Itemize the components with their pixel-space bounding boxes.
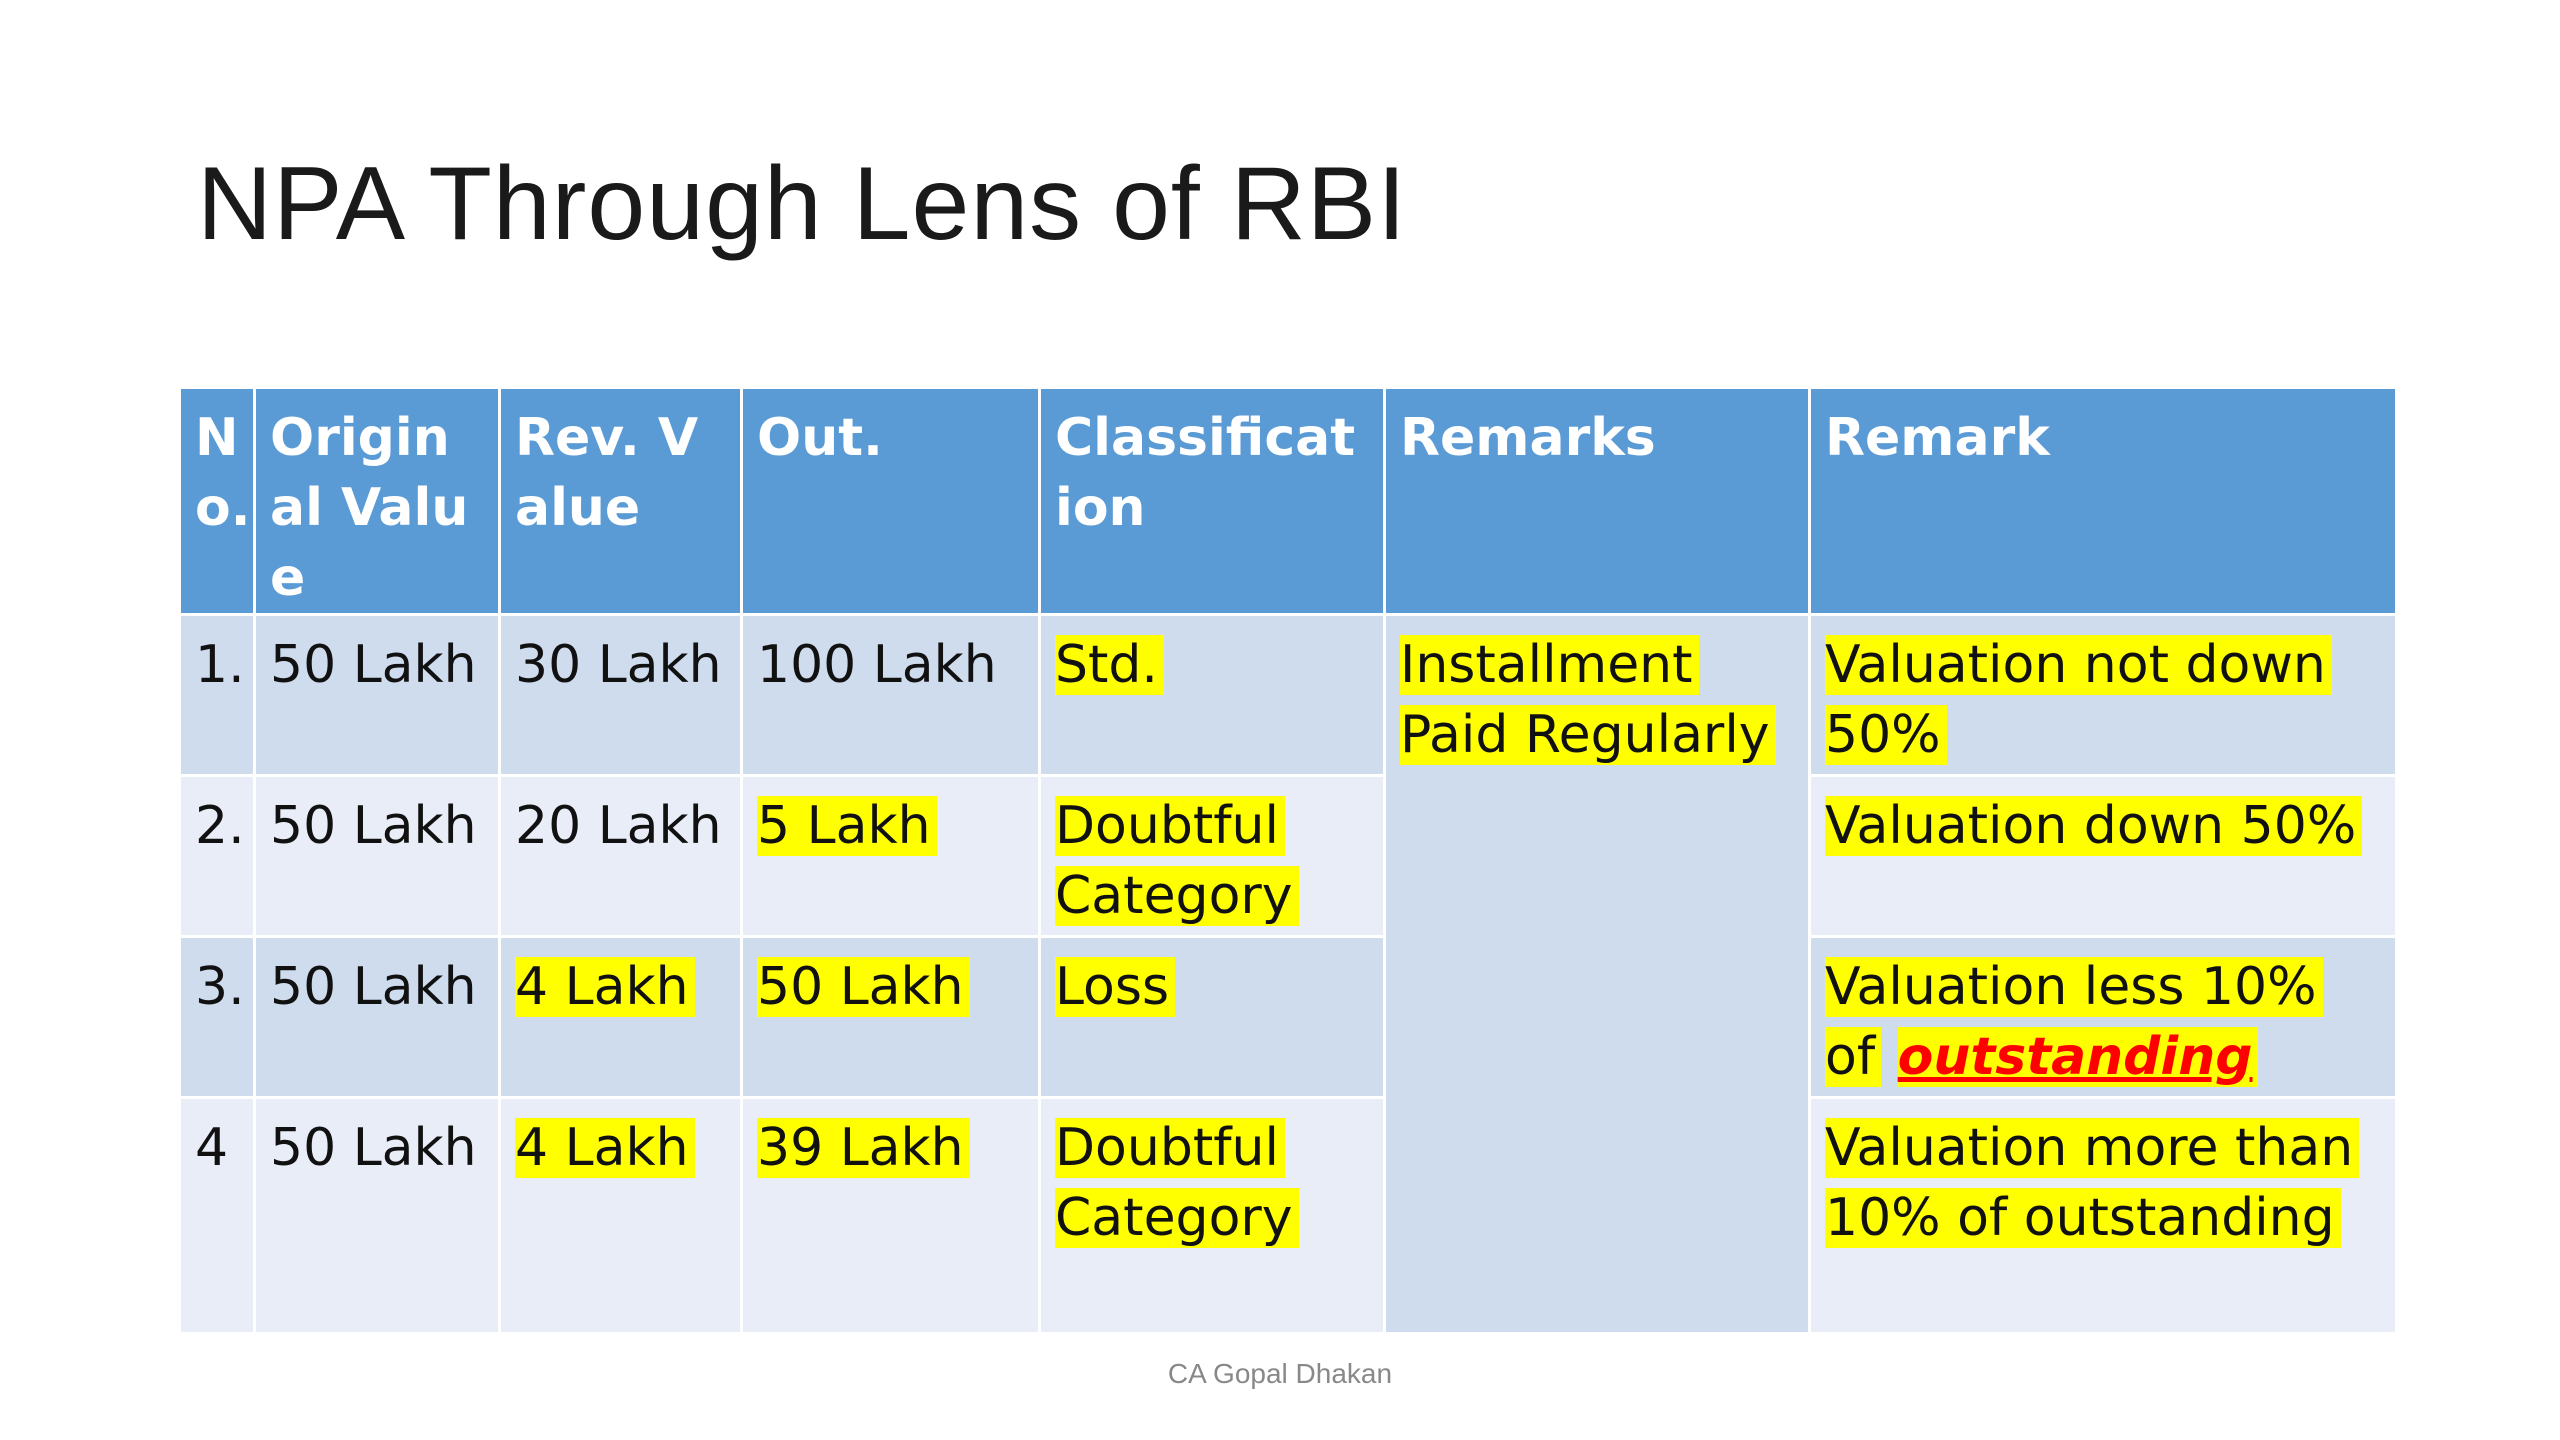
row-number: 3. xyxy=(178,935,256,1099)
outstanding-cell: 100 Lakh xyxy=(740,613,1041,777)
header-row: No. Original Value Rev. Value Out. Class… xyxy=(178,386,2398,616)
remark-cell: Valuation less 10% of outstanding xyxy=(1808,935,2398,1099)
remark-cell: Valuation more than 10% of outstanding xyxy=(1808,1096,2398,1335)
header-no: No. xyxy=(178,386,256,616)
row-number: 2. xyxy=(178,774,256,938)
row-number: 4 xyxy=(178,1096,256,1335)
original-value-cell: 50 Lakh xyxy=(253,1096,501,1335)
original-value-cell: 50 Lakh xyxy=(253,774,501,938)
slide-footer: CA Gopal Dhakan xyxy=(1167,1358,1393,1389)
rev-value-cell: 20 Lakh xyxy=(498,774,743,938)
classification-cell: Doubtful Category xyxy=(1038,774,1386,938)
merged-remarks-cell: Installment Paid Regularly xyxy=(1383,613,1811,1335)
header-out: Out. xyxy=(740,386,1041,616)
classification-text: Doubtful Category xyxy=(1055,1118,1299,1248)
header-remarks: Remarks xyxy=(1383,386,1811,616)
header-rev-value: Rev. Value xyxy=(498,386,743,616)
classification-cell: Doubtful Category xyxy=(1038,1096,1386,1335)
row-number: 1. xyxy=(178,613,256,777)
outstanding-text: 5 Lakh xyxy=(757,796,937,856)
classification-text: Std. xyxy=(1055,635,1164,695)
rev-value-text: 4 Lakh xyxy=(515,957,695,1017)
table-row: 1. 50 Lakh 30 Lakh 100 Lakh Std. Install… xyxy=(178,613,2398,1335)
outstanding-cell: 50 Lakh xyxy=(740,935,1041,1099)
header-classification: Classification xyxy=(1038,386,1386,616)
remark-cell: Valuation not down 50% xyxy=(1808,613,2398,777)
remark-cell: Valuation down 50% xyxy=(1808,774,2398,938)
outstanding-text: 50 Lakh xyxy=(757,957,970,1017)
classification-cell: Loss xyxy=(1038,935,1386,1099)
classification-text: Doubtful Category xyxy=(1055,796,1299,926)
rev-value-cell: 4 Lakh xyxy=(498,1096,743,1335)
outstanding-cell: 39 Lakh xyxy=(740,1096,1041,1335)
merged-remarks-text: Installment Paid Regularly xyxy=(1400,635,1776,765)
classification-text: Loss xyxy=(1055,957,1176,1017)
outstanding-cell: 5 Lakh xyxy=(740,774,1041,938)
remark-emphasis-text: outstanding xyxy=(1897,1027,2259,1087)
original-value-cell: 50 Lakh xyxy=(253,613,501,777)
header-original-value: Original Value xyxy=(253,386,501,616)
remark-text: Valuation more than 10% of outstanding xyxy=(1825,1118,2360,1248)
table-row: 3. 50 Lakh 4 Lakh 50 Lakh Loss Valuation… xyxy=(178,935,2398,1099)
header-remark: Remark xyxy=(1808,386,2398,616)
table-row: 2. 50 Lakh 20 Lakh 5 Lakh Doubtful Categ… xyxy=(178,774,2398,938)
remark-text: Valuation not down 50% xyxy=(1825,635,2332,765)
remark-text: Valuation down 50% xyxy=(1825,796,2363,856)
npa-table: No. Original Value Rev. Value Out. Class… xyxy=(178,386,2398,1335)
slide-title: NPA Through Lens of RBI xyxy=(197,146,1408,262)
table-row: 4 50 Lakh 4 Lakh 39 Lakh Doubtful Catego… xyxy=(178,1096,2398,1335)
classification-cell: Std. xyxy=(1038,613,1386,777)
rev-value-cell: 30 Lakh xyxy=(498,613,743,777)
rev-value-cell: 4 Lakh xyxy=(498,935,743,1099)
original-value-cell: 50 Lakh xyxy=(253,935,501,1099)
outstanding-text: 39 Lakh xyxy=(757,1118,970,1178)
rev-value-text: 4 Lakh xyxy=(515,1118,695,1178)
